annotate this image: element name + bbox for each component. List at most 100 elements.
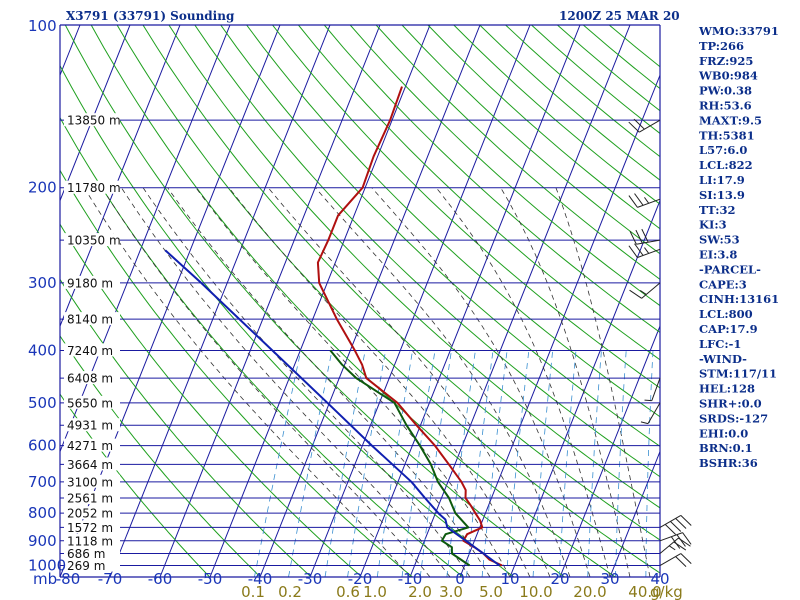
mixing-ratio-axis: 0.1 0.2 0.6 1.0 2.0 3.0 5.0 10.0 20.0 40.0g/kg (241, 583, 683, 600)
pressure-tick-label: 100 (28, 17, 57, 35)
isobar-grid (59, 24, 661, 578)
height-label-bg (64, 233, 120, 247)
wind-barb (628, 193, 661, 208)
height-label-bg (64, 491, 120, 505)
mixing-ratio-line (615, 350, 627, 577)
dry-adiabat-line (60, 393, 211, 577)
dry-adiabat-line (246, 25, 660, 418)
temperature-tick-label: 30 (600, 570, 619, 588)
wind-barb-feather (664, 524, 677, 535)
dry-adiabat-line (298, 25, 660, 361)
mixing-ratio-line (466, 350, 494, 577)
dry-adiabat-line (168, 25, 660, 509)
height-label: 2561 m (67, 492, 113, 506)
mixing-ratio-line (558, 350, 577, 577)
isotherm-line (559, 324, 660, 577)
moist-adiabat-line (101, 187, 431, 577)
wind-barb-staff (641, 282, 661, 299)
mixing-ratio-tick-label: 1.0 (363, 583, 387, 600)
height-label: 9180 m (67, 276, 113, 290)
height-label: 3664 m (67, 458, 113, 472)
height-label-bg (64, 312, 120, 326)
stat-line: MAXT:9.5 (699, 113, 762, 127)
wind-barb-feather (629, 289, 642, 299)
wind-barb-half-feather (640, 421, 649, 425)
height-label: 686 m (67, 547, 105, 561)
height-label: 269 m (67, 559, 105, 573)
wind-barb (644, 377, 661, 402)
wind-barb-feather (629, 230, 637, 245)
height-label-bg (64, 395, 120, 409)
wind-barb (629, 282, 661, 299)
temperature-tick-label: -30 (298, 570, 323, 588)
moist-adiabat-line (121, 187, 451, 577)
stat-line: SI:13.9 (699, 188, 745, 202)
wind-barb (629, 228, 661, 245)
parcel-line (164, 249, 501, 567)
dry-adiabat-line (272, 25, 660, 389)
stat-line: EHI:0.0 (699, 426, 748, 440)
wind-barb-feather (675, 518, 687, 529)
pressure-tick-label: 900 (28, 532, 57, 550)
height-label-bg (64, 506, 120, 520)
observation-time: 1200Z 25 MAR 20 (559, 9, 680, 23)
temperature-tick-label: -80 (56, 570, 81, 588)
stat-line: BRN:0.1 (699, 441, 753, 455)
isotherm-line (459, 73, 660, 577)
dry-adiabat-line (60, 116, 464, 577)
height-label: 4931 m (67, 419, 113, 433)
dewpoint-line (329, 349, 471, 567)
height-label: 4271 m (67, 439, 113, 453)
isotherm-line (309, 25, 531, 577)
pressure-tick-label: 400 (28, 341, 57, 359)
temperature-axis: -80 -70 -60 -50 -40 -30 -20 -10 0 10 20 30 40 (56, 570, 670, 588)
height-label-bg (64, 533, 120, 547)
stat-line: -WIND- (699, 352, 747, 366)
mixing-ratio-tick-label: 40.0 (628, 583, 661, 600)
isotherm-line (509, 199, 660, 577)
height-label-bg (64, 418, 120, 432)
wind-barb-staff (647, 402, 661, 424)
mixing-ratio-line (254, 350, 302, 577)
moist-adiabat-line (142, 187, 471, 577)
wind-barb-feather (628, 195, 638, 208)
height-labels: 13850 m 11780 m 10350 m 9180 m 8140 m 7240 m 6… (64, 113, 121, 573)
mixing-ratio-line (506, 350, 530, 577)
stats-panel: WMO:33791TP:266FRZ:925WB0:984PW:0.38RH:5… (698, 24, 779, 470)
stat-line: PW:0.38 (699, 84, 752, 98)
wind-barb-half-feather (639, 289, 647, 295)
height-label: 8140 m (67, 313, 113, 327)
dry-adiabat-line (349, 25, 660, 307)
dry-adiabat-line (375, 25, 660, 280)
wind-barb-feather (670, 521, 682, 532)
isotherm-line (609, 450, 660, 577)
wind-barb-half-feather (644, 197, 650, 204)
pressure-tick-label: 200 (28, 179, 57, 197)
stat-line: RH:53.6 (699, 99, 752, 113)
mixing-ratio-line (446, 350, 476, 577)
mixing-ratio-line (419, 350, 452, 577)
height-label-bg (64, 275, 120, 289)
mixing-ratio-line (645, 350, 654, 577)
pressure-tick-label: 300 (28, 274, 57, 292)
dry-adiabat-line (64, 25, 565, 577)
mixing-ratio-line (347, 350, 386, 577)
moist-adiabat-line (195, 187, 511, 577)
mixing-ratio-tick-label: 3.0 (439, 583, 463, 600)
height-label: 13850 m (67, 114, 121, 128)
temperature-tick-label: -20 (348, 570, 373, 588)
mixing-ratio-tick-label: 10.0 (519, 583, 552, 600)
dry-adiabat-line (60, 169, 413, 577)
isotherm-grid (60, 25, 660, 577)
wind-barbs (628, 118, 692, 568)
pressure-tick-label: 1000 (28, 557, 66, 575)
stat-line: FRZ:925 (699, 54, 753, 68)
stat-line: LFC:-1 (699, 337, 741, 351)
dry-adiabat-line (142, 25, 660, 541)
stat-line: SRDS:-127 (699, 411, 768, 425)
height-label: 10350 m (67, 234, 121, 248)
stat-line: TH:5381 (699, 128, 755, 142)
stat-line: WMO:33791 (698, 24, 779, 38)
isotherm-line (60, 25, 231, 453)
